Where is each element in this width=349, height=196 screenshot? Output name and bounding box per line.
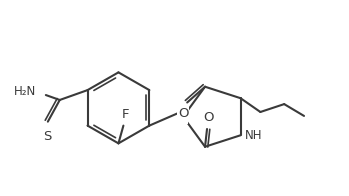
Text: O: O [203,111,213,124]
Text: N: N [179,110,187,123]
Text: H₂N: H₂N [14,85,36,98]
Text: NH: NH [245,129,262,142]
Text: O: O [178,107,188,120]
Text: F: F [122,108,129,121]
Text: S: S [43,130,51,142]
